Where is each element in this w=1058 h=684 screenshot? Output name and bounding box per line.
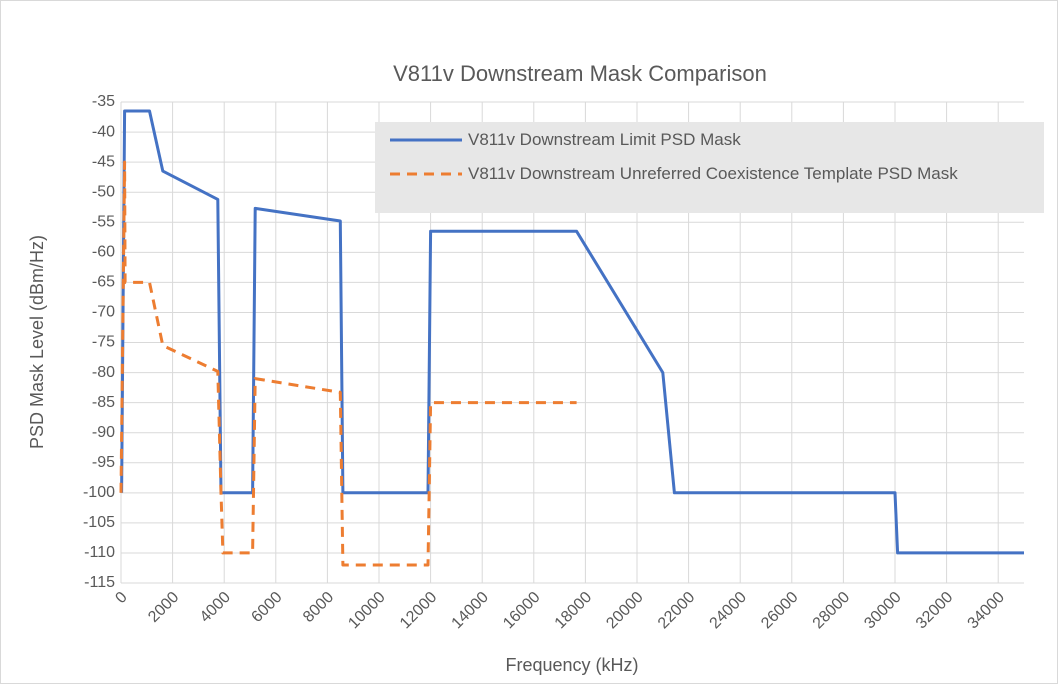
legend-swatch <box>390 162 462 186</box>
series-line <box>120 109 1024 555</box>
legend-entry: V811v Downstream Limit PSD Mask <box>390 128 1032 152</box>
y-tick-label: -85 <box>92 394 115 411</box>
y-tick-label: -70 <box>92 304 115 321</box>
y-tick-label: -110 <box>84 544 115 561</box>
chart-title: V811v Downstream Mask Comparison <box>393 61 767 86</box>
legend-label: V811v Downstream Unreferred Coexistence … <box>468 164 958 183</box>
y-tick-label: -105 <box>83 514 115 531</box>
y-tick-label: -95 <box>92 454 115 471</box>
y-tick-label: -45 <box>92 153 115 170</box>
y-tick-label: -40 <box>92 123 115 140</box>
y-tick-label: -65 <box>92 274 115 291</box>
y-tick-label: -55 <box>92 213 115 230</box>
series-line <box>119 160 577 567</box>
x-axis-label: Frequency (kHz) <box>505 655 638 675</box>
y-tick-label: -60 <box>92 244 115 261</box>
y-tick-label: -35 <box>92 93 115 110</box>
y-tick-label: -115 <box>84 574 115 591</box>
y-tick-label: -100 <box>83 484 115 501</box>
y-tick-label: -80 <box>92 364 115 381</box>
legend: V811v Downstream Limit PSD Mask V811v Dow… <box>375 122 1044 213</box>
legend-swatch <box>390 128 462 152</box>
y-tick-label: -50 <box>92 183 115 200</box>
legend-label: V811v Downstream Limit PSD Mask <box>468 130 741 149</box>
y-tick-label: -90 <box>92 424 115 441</box>
legend-entry: V811v Downstream Unreferred Coexistence … <box>390 162 1032 186</box>
y-tick-label: -75 <box>92 334 115 351</box>
y-axis-label: PSD Mask Level (dBm/Hz) <box>27 235 47 449</box>
